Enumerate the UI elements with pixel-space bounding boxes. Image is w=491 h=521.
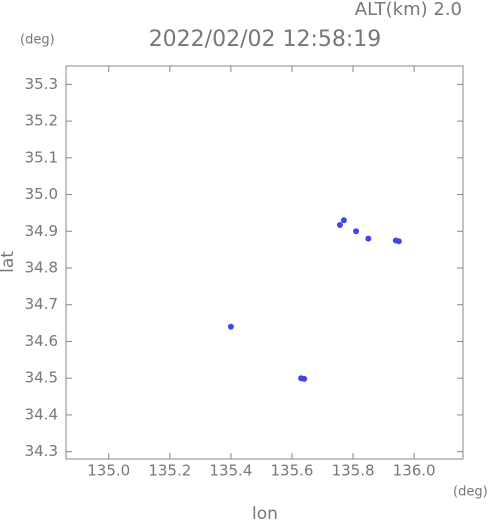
y-unit: (deg) bbox=[20, 33, 55, 48]
y-tick-label: 34.3 bbox=[25, 442, 58, 460]
altitude-label: ALT(km) 2.0 bbox=[355, 0, 462, 20]
x-tick-label: 135.8 bbox=[332, 462, 375, 480]
y-axis-label: lat bbox=[0, 251, 18, 273]
x-tick-label: 135.6 bbox=[271, 462, 314, 480]
x-tick-label: 135.4 bbox=[209, 462, 252, 480]
echo-point bbox=[336, 222, 343, 229]
x-unit: (deg) bbox=[453, 485, 488, 500]
plot-frame bbox=[65, 65, 464, 460]
echo-point bbox=[395, 238, 402, 245]
x-tick-label: 135.2 bbox=[148, 462, 191, 480]
echo-point bbox=[301, 375, 308, 382]
echo-point bbox=[227, 323, 234, 330]
y-tick-label: 34.8 bbox=[25, 259, 58, 277]
y-tick-label: 35.3 bbox=[25, 75, 58, 93]
y-tick-label: 35.0 bbox=[25, 185, 58, 203]
echo-point bbox=[340, 217, 347, 224]
x-tick-label: 135.0 bbox=[87, 462, 130, 480]
y-tick-label: 35.2 bbox=[25, 112, 58, 130]
y-tick-label: 34.6 bbox=[25, 332, 58, 350]
x-axis-label: lon bbox=[252, 504, 278, 521]
chart-title: 2022/02/02 12:58:19 bbox=[149, 27, 382, 52]
y-tick-label: 34.4 bbox=[25, 405, 58, 423]
x-tick-label: 136.0 bbox=[393, 462, 436, 480]
y-tick-label: 35.1 bbox=[25, 148, 58, 166]
y-tick-label: 34.5 bbox=[25, 369, 58, 387]
echo-point bbox=[353, 228, 360, 235]
echo-point bbox=[365, 235, 372, 242]
y-tick-label: 34.9 bbox=[25, 222, 58, 240]
y-tick-label: 34.7 bbox=[25, 295, 58, 313]
